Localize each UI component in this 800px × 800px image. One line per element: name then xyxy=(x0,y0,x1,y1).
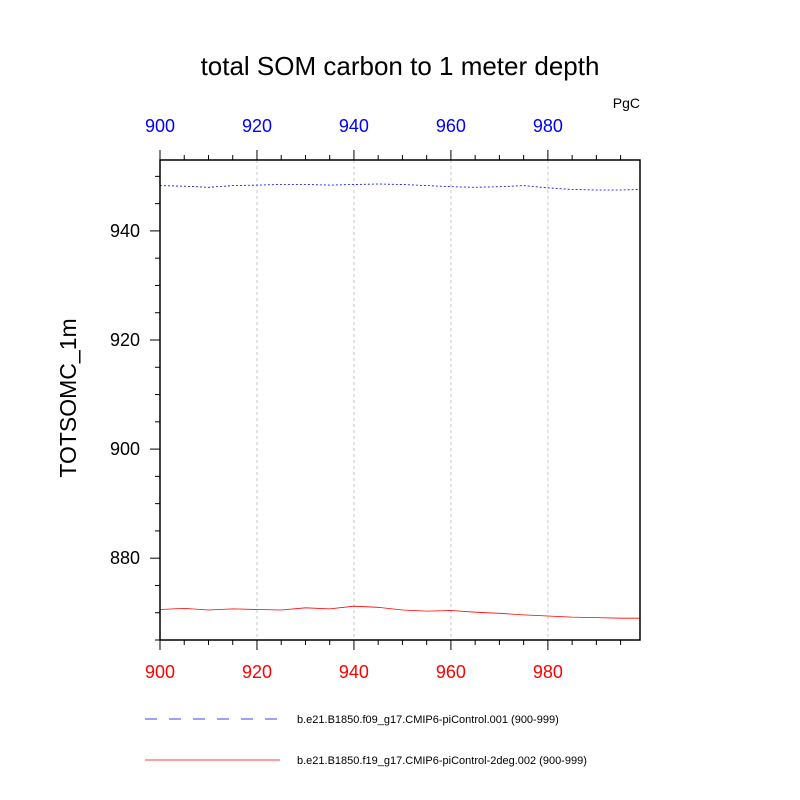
chart-title: total SOM carbon to 1 meter depth xyxy=(201,51,600,81)
x-tick-label-bottom: 900 xyxy=(145,662,175,682)
x-tick-label-top: 960 xyxy=(436,116,466,136)
x-tick-label-top: 920 xyxy=(242,116,272,136)
y-tick-label: 880 xyxy=(110,548,140,568)
series-line-2 xyxy=(159,605,640,619)
x-tick-label-bottom: 960 xyxy=(436,662,466,682)
units-label: PgC xyxy=(613,95,640,111)
legend: b.e21.B1850.f09_g17.CMIP6-piControl.001 … xyxy=(145,714,587,767)
grid-lines xyxy=(256,160,549,640)
legend-label-1: b.e21.B1850.f09_g17.CMIP6-piControl.001 … xyxy=(297,714,559,726)
legend-label-2: b.e21.B1850.f19_g17.CMIP6-piControl-2deg… xyxy=(297,755,587,767)
tick-labels: 900 900 920 920 940 940 960 960 980 980 880 900 920 9… xyxy=(110,116,563,682)
y-tick-label: 900 xyxy=(110,439,140,459)
series-lines xyxy=(159,183,641,619)
series-line-1 xyxy=(159,183,641,191)
plot-frame xyxy=(159,159,641,641)
y-tick-label: 940 xyxy=(110,221,140,241)
y-axis-label: TOTSOMC_1m xyxy=(55,318,81,477)
axes xyxy=(150,150,641,650)
x-tick-label-bottom: 980 xyxy=(533,662,563,682)
x-tick-label-top: 900 xyxy=(145,116,175,136)
y-tick-label: 920 xyxy=(110,330,140,350)
x-tick-label-bottom: 920 xyxy=(242,662,272,682)
x-tick-label-bottom: 940 xyxy=(339,662,369,682)
x-tick-label-top: 980 xyxy=(533,116,563,136)
x-tick-label-top: 940 xyxy=(339,116,369,136)
